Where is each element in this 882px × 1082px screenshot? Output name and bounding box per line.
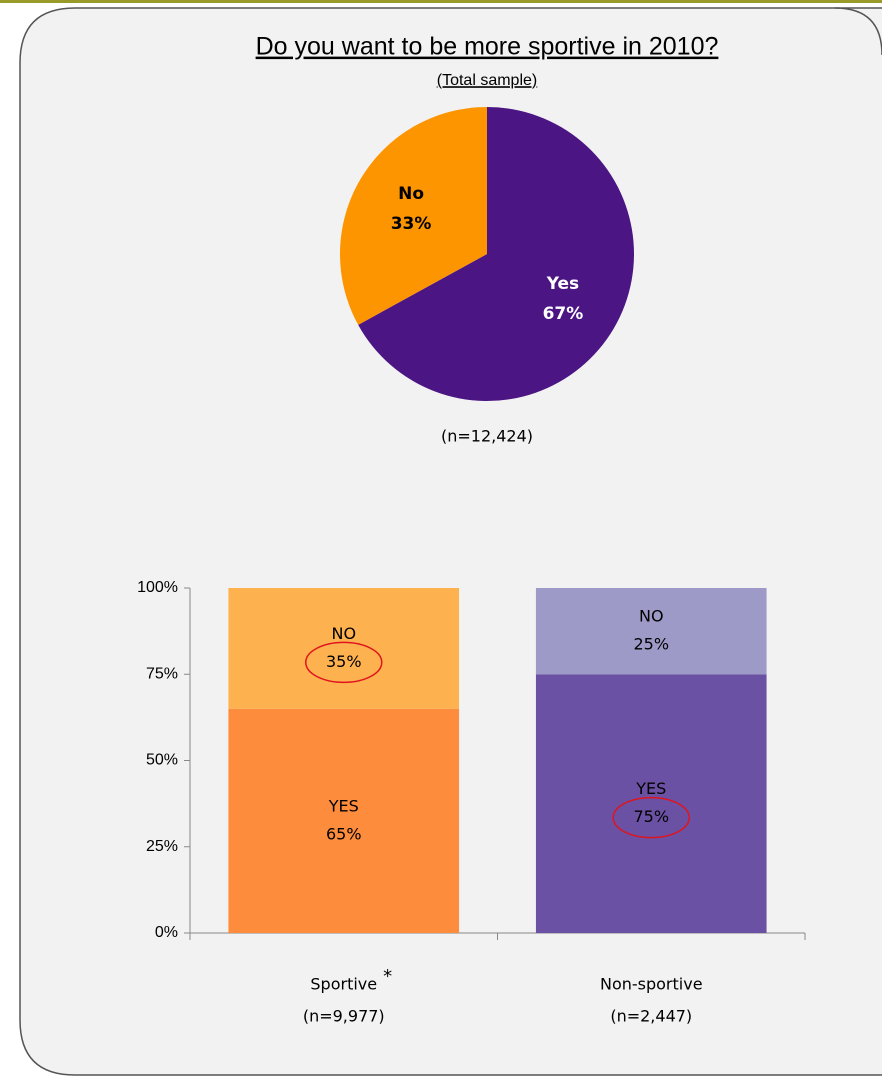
segment-name: NO bbox=[639, 607, 664, 626]
slice-value: 67% bbox=[543, 304, 584, 324]
highlight-circle bbox=[612, 796, 690, 839]
pie-slice bbox=[358, 107, 635, 401]
chart-subtitle: (Total sample) bbox=[437, 72, 537, 89]
segment-value: 75% bbox=[633, 807, 669, 826]
category-mark: * bbox=[383, 966, 392, 987]
slice-label: Yes bbox=[546, 274, 579, 294]
y-tick-label: 50% bbox=[146, 752, 178, 769]
x-tick-label: Sportive bbox=[310, 975, 377, 994]
x-tick-label: Non-sportive bbox=[600, 975, 703, 994]
segment-value: 65% bbox=[326, 824, 362, 843]
bar-segment bbox=[228, 588, 460, 709]
category-note: (n=2,447) bbox=[610, 1007, 692, 1026]
category-note: (n=9,977) bbox=[303, 1007, 385, 1026]
segment-value: 25% bbox=[633, 635, 669, 654]
bar-segment bbox=[228, 708, 460, 933]
segment-name: YES bbox=[328, 796, 359, 815]
y-tick-label: 75% bbox=[146, 665, 178, 682]
slice-value: 33% bbox=[391, 214, 432, 234]
slice-label: No bbox=[398, 184, 424, 204]
bar-segment bbox=[535, 674, 767, 933]
segment-name: YES bbox=[635, 779, 666, 798]
highlight-circle bbox=[305, 641, 383, 684]
bar-segment bbox=[535, 588, 767, 675]
pie-slice bbox=[340, 107, 487, 325]
segment-value: 35% bbox=[326, 652, 362, 671]
segment-name: NO bbox=[331, 624, 356, 643]
y-tick-label: 25% bbox=[146, 838, 178, 855]
chart-title: Do you want to be more sportive in 2010? bbox=[256, 33, 719, 61]
y-tick-label: 100% bbox=[137, 579, 178, 596]
y-tick-label: 0% bbox=[155, 924, 178, 941]
sample-note: (n=12,424) bbox=[441, 427, 533, 446]
